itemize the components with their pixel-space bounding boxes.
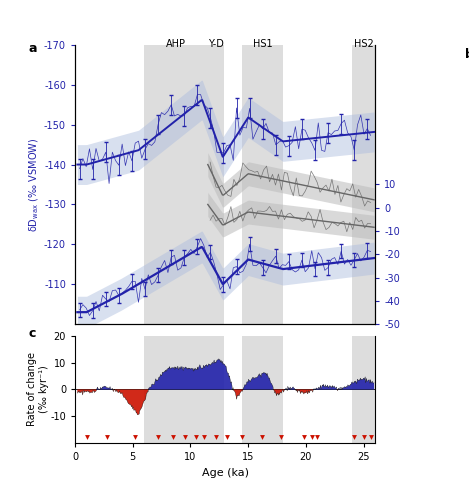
Text: Y-D: Y-D xyxy=(208,39,224,49)
Text: a: a xyxy=(29,42,37,55)
Bar xyxy=(144,336,208,443)
Text: AHP: AHP xyxy=(166,39,186,49)
Y-axis label: δD$_\mathrm{wax}$ (‰ VSMOW): δD$_\mathrm{wax}$ (‰ VSMOW) xyxy=(28,137,41,232)
Bar xyxy=(144,45,208,324)
Bar xyxy=(208,336,224,443)
Bar xyxy=(242,45,283,324)
X-axis label: Age (ka): Age (ka) xyxy=(202,468,249,478)
Text: HS2: HS2 xyxy=(354,39,373,49)
Y-axis label: Rate of change
(‰ kyr⁻¹): Rate of change (‰ kyr⁻¹) xyxy=(27,353,49,426)
Text: c: c xyxy=(29,327,36,340)
Bar xyxy=(208,45,224,324)
Text: b: b xyxy=(465,48,469,61)
Bar xyxy=(352,336,375,443)
Bar xyxy=(242,336,283,443)
Text: HS1: HS1 xyxy=(253,39,272,49)
Bar xyxy=(352,45,375,324)
